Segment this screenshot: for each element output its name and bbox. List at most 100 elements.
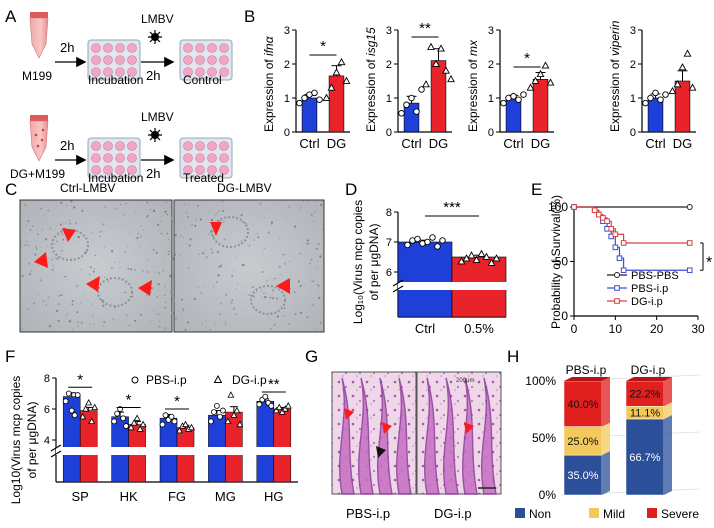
x-tick-label: Ctrl: [401, 136, 421, 151]
speckle: [204, 250, 206, 252]
arrowhead-marker: [138, 280, 152, 296]
speckle: [306, 316, 309, 319]
plate-body: [179, 39, 233, 81]
a-row1-time1: 2h: [60, 40, 74, 55]
speckle: [220, 265, 223, 268]
legend-label: PBS-i.p: [631, 283, 668, 295]
plate-well: [115, 55, 125, 65]
speckle: [94, 254, 96, 257]
speckle: [217, 250, 219, 253]
axis-break-gap: [56, 447, 300, 455]
well-plate-icon: [179, 137, 233, 179]
speckle: [28, 273, 31, 276]
speckle: [185, 211, 188, 214]
speckle: [80, 302, 82, 304]
y-tick-label: 4: [44, 435, 50, 447]
speckle: [157, 313, 160, 316]
legend-swatch: [589, 508, 599, 518]
speckle: [184, 328, 187, 331]
data-point: [414, 235, 421, 243]
speckle: [23, 244, 26, 247]
speckle: [164, 306, 167, 309]
speckle: [22, 225, 24, 227]
speckle: [286, 217, 288, 219]
data-point: [171, 418, 178, 425]
speckle: [103, 276, 106, 278]
data-point: [227, 391, 235, 398]
data-point: [673, 80, 682, 88]
a-row2-incubation-label: Incubation: [88, 171, 143, 185]
stacked-bar-segment: [563, 426, 603, 456]
data-point: [91, 403, 99, 411]
speckle: [267, 231, 270, 234]
speckle: [75, 285, 78, 288]
speckle: [224, 323, 227, 325]
well-plate-icon: [179, 39, 233, 81]
arrowhead-marker: [464, 422, 474, 434]
speckle: [230, 301, 233, 304]
speckle: [60, 294, 63, 296]
speckle: [66, 312, 69, 315]
speckle: [248, 294, 251, 296]
legend-label: PBS-i.p: [146, 373, 187, 387]
speckle: [89, 266, 92, 269]
speckle: [187, 216, 190, 218]
speckle: [318, 296, 321, 300]
speckle: [39, 279, 43, 282]
speckle: [77, 325, 79, 327]
significance-mark: ***: [443, 199, 461, 216]
speckle: [20, 240, 23, 243]
y-axis-label: Expression of viperin: [608, 20, 622, 132]
speckle: [284, 262, 286, 265]
series-marker: [686, 240, 693, 246]
speckle: [80, 268, 83, 271]
speckle: [312, 280, 315, 283]
data-point: [71, 412, 78, 419]
series-marker: [596, 211, 602, 218]
plate-body: [179, 137, 233, 179]
speckle: [208, 328, 212, 331]
speckle: [76, 240, 78, 241]
speckle: [75, 302, 77, 304]
data-point: [413, 108, 420, 115]
speckle: [51, 268, 54, 272]
speckle: [272, 289, 274, 292]
speckle: [279, 238, 281, 240]
speckle: [168, 250, 170, 253]
data-point: [114, 410, 120, 417]
speckle: [263, 217, 265, 219]
speckle: [129, 233, 131, 235]
speckle: [95, 298, 97, 300]
speckle: [28, 262, 31, 265]
legend-marker: [131, 376, 139, 384]
speckle: [225, 293, 228, 297]
data-point: [275, 403, 283, 411]
speckle: [231, 274, 234, 277]
x-tick-label: DG: [327, 136, 347, 151]
speckle: [199, 292, 202, 294]
axis-break-gap: [398, 282, 508, 290]
villus: [424, 377, 440, 495]
micrograph-dg-label: DG-LMBV: [217, 181, 272, 195]
speckle: [41, 221, 43, 223]
x-tick-label: 0: [571, 322, 578, 336]
panel-letter-e: E: [531, 180, 542, 199]
speckle: [25, 240, 28, 243]
speckle: [197, 286, 199, 288]
plate-well: [195, 67, 205, 77]
data-point: [272, 406, 280, 414]
plate-well: [91, 67, 101, 77]
speckle: [248, 244, 251, 247]
stacked-bar-segment: [625, 418, 665, 496]
speckle: [48, 325, 52, 328]
speckle: [315, 328, 317, 330]
speckle: [27, 308, 29, 310]
speckle: [47, 209, 50, 212]
speckle: [306, 239, 309, 242]
speckle: [102, 223, 105, 226]
data-point: [515, 96, 522, 103]
speckle: [58, 294, 61, 297]
speckle: [140, 225, 142, 227]
speckle: [312, 316, 314, 318]
legend-label: DG-i.p: [631, 296, 663, 308]
